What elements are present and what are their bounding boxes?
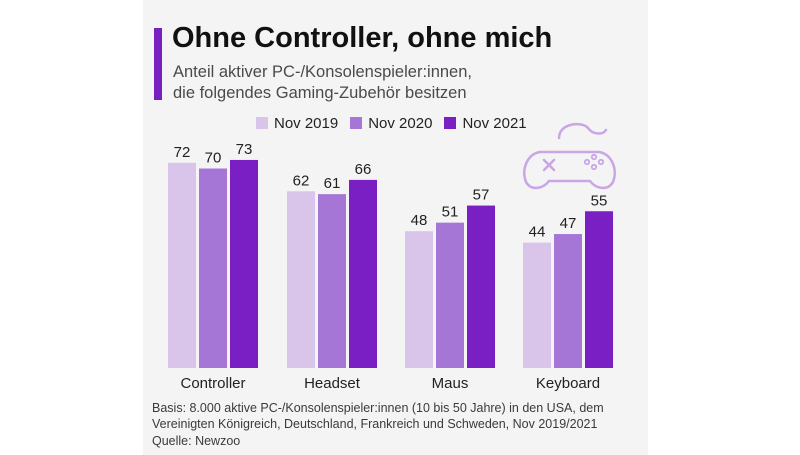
bar-value-label: 66 — [355, 161, 372, 178]
gamepad-button — [597, 158, 605, 166]
bar-headset-nov-2020 — [318, 194, 346, 368]
chart-card — [143, 0, 648, 455]
legend-item-nov-2019: Nov 2019 — [256, 115, 338, 132]
legend-label: Nov 2019 — [274, 114, 339, 132]
category-label-keyboard: Keyboard — [536, 375, 600, 392]
category-label-headset: Headset — [304, 375, 361, 392]
bar-keyboard-nov-2020 — [554, 234, 582, 368]
bar-keyboard-nov-2019 — [523, 242, 551, 368]
chart-legend: Nov 2019 Nov 2020 Nov 2021 — [256, 112, 527, 134]
gamepad-cable — [557, 122, 608, 140]
category-labels-layer: Controller Headset Maus Keyboard — [180, 375, 600, 392]
category-label-maus: Maus — [432, 375, 469, 392]
legend-swatch — [350, 117, 363, 129]
gamepad-button — [583, 158, 591, 166]
chart-title: Ohne Controller, ohne mich — [172, 22, 553, 54]
bar-value-label: 72 — [174, 144, 191, 161]
bar-value-label: 51 — [442, 204, 459, 221]
bar-value-label: 48 — [411, 212, 428, 229]
bars-layer — [168, 159, 613, 368]
legend-swatch — [256, 117, 268, 129]
title-accent-bar — [154, 28, 162, 100]
bar-controller-nov-2019 — [168, 162, 196, 368]
gamepad-dpad — [542, 158, 556, 172]
bar-maus-nov-2021 — [467, 205, 495, 368]
bar-value-label: 44 — [529, 224, 546, 241]
footnote-basis-line-1: Basis: 8.000 aktive PC-/Konsolenspieler:… — [152, 401, 604, 415]
legend-item-nov-2021: Nov 2021 — [444, 114, 527, 132]
footnote-basis-line-2: Vereinigten Königreich, Deutschland, Fra… — [152, 417, 598, 431]
gamepad-button — [590, 163, 598, 171]
legend-swatch — [444, 117, 457, 129]
bar-controller-nov-2021 — [230, 159, 258, 368]
bar-value-label: 61 — [324, 175, 341, 192]
bar-value-label: 47 — [560, 215, 577, 232]
bar-value-label: 62 — [293, 172, 310, 189]
legend-item-nov-2020: Nov 2020 — [350, 115, 432, 132]
value-labels-layer: 72 70 73 62 61 66 48 51 57 44 47 55 — [174, 141, 608, 241]
gamepad-body — [523, 150, 616, 190]
bar-value-label: 55 — [591, 192, 608, 209]
bar-value-label: 73 — [236, 141, 253, 158]
bar-maus-nov-2020 — [436, 222, 464, 368]
bar-headset-nov-2021 — [349, 179, 377, 368]
legend-label: Nov 2020 — [368, 114, 433, 132]
bar-value-label: 57 — [473, 187, 490, 204]
chart-subtitle-line-2: die folgendes Gaming-Zubehör besitzen — [173, 84, 467, 102]
legend-label: Nov 2021 — [462, 114, 527, 132]
bar-value-label: 70 — [205, 150, 222, 167]
bar-maus-nov-2019 — [405, 231, 433, 368]
footnote-source: Quelle: Newzoo — [152, 434, 241, 448]
category-label-controller: Controller — [180, 375, 245, 392]
chart-subtitle-line-1: Anteil aktiver PC-/Konsolenspieler:innen… — [173, 63, 472, 81]
bar-keyboard-nov-2021 — [585, 211, 613, 368]
bar-headset-nov-2019 — [287, 191, 315, 368]
bar-controller-nov-2020 — [199, 168, 227, 368]
gamepad-icon — [523, 122, 616, 190]
gamepad-button — [590, 153, 598, 161]
